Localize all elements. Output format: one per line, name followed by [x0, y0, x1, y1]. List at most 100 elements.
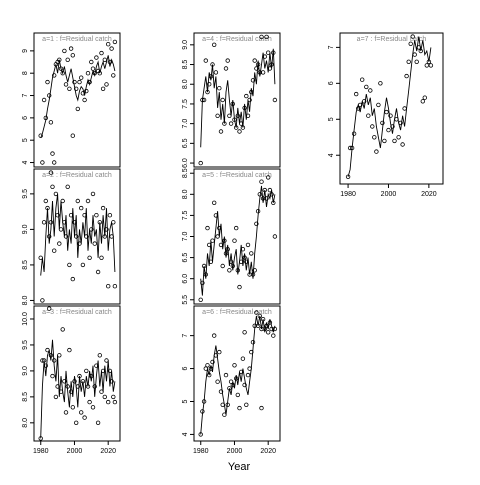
data-point [230, 263, 235, 269]
data-point [240, 246, 246, 252]
data-point [218, 129, 224, 134]
data-point [111, 73, 116, 78]
data-point [222, 121, 227, 126]
y-tick-label: 6.5 [182, 138, 189, 148]
data-point [97, 70, 102, 76]
data-point [247, 97, 252, 103]
data-point [67, 347, 72, 353]
data-point [240, 356, 246, 361]
data-point [242, 105, 247, 111]
data-point [400, 142, 405, 147]
data-point [99, 389, 104, 394]
data-point [38, 133, 43, 138]
data-point [206, 372, 212, 378]
data-point [58, 227, 64, 232]
data-point [242, 255, 247, 260]
data-point [50, 151, 55, 156]
data-point [220, 263, 225, 269]
data-point [73, 86, 79, 91]
data-point [90, 405, 96, 410]
data-point [53, 191, 59, 197]
data-point [111, 220, 116, 225]
data-point [58, 389, 64, 394]
data-point [47, 234, 52, 239]
data-point [92, 384, 97, 389]
data-point [386, 127, 391, 133]
data-point [223, 372, 229, 378]
x-tick-label: 2020 [421, 191, 437, 198]
data-point [198, 297, 203, 302]
data-point [62, 220, 67, 225]
data-point [38, 255, 43, 260]
data-point [374, 149, 379, 154]
data-point [372, 135, 377, 140]
data-point [227, 386, 232, 391]
data-point [237, 405, 242, 411]
data-point [94, 55, 99, 60]
data-point [210, 238, 215, 243]
data-point [82, 97, 87, 103]
y-tick-label: 6.0 [182, 158, 189, 168]
data-point [232, 117, 237, 122]
data-point [68, 212, 74, 218]
data-point [245, 113, 251, 118]
data-point [215, 379, 220, 384]
data-point [354, 91, 359, 97]
data-point [257, 313, 262, 319]
y-tick-label: 4 [328, 153, 335, 157]
data-point [230, 101, 235, 107]
y-tick-label: 7 [328, 45, 335, 49]
data-point [206, 242, 212, 248]
data-point [104, 227, 109, 232]
data-point [75, 198, 80, 204]
data-point [398, 120, 403, 126]
y-tick-label: 9.5 [22, 340, 29, 350]
data-point [414, 59, 419, 64]
x-axis-title: Year [228, 461, 251, 473]
data-point [208, 259, 214, 264]
y-tick-label: 9.0 [22, 224, 29, 234]
data-point [67, 262, 72, 268]
data-point [48, 353, 54, 358]
data-point [205, 89, 210, 95]
data-point [250, 272, 256, 277]
y-tick-label: 6 [328, 81, 335, 85]
data-point [225, 58, 230, 63]
data-point [206, 81, 212, 87]
data-point [262, 54, 267, 59]
data-point [245, 242, 251, 248]
data-point [60, 70, 65, 76]
data-point [252, 268, 257, 273]
data-point [218, 389, 224, 394]
x-tick-label: 2000 [67, 448, 83, 455]
data-point [70, 276, 75, 282]
y-tick-label: 7 [182, 334, 189, 338]
data-point [368, 88, 373, 93]
data-point [244, 402, 249, 407]
data-point [203, 272, 208, 277]
data-point [41, 97, 47, 103]
data-point [225, 402, 230, 407]
data-point [262, 187, 267, 193]
data-point [244, 259, 249, 264]
data-point [269, 62, 274, 67]
x-tick-label: 1980 [33, 448, 49, 455]
data-point [237, 129, 242, 134]
data-point [84, 368, 89, 374]
data-point [50, 184, 55, 189]
data-point [262, 326, 267, 332]
data-point [244, 93, 249, 99]
data-point [48, 220, 54, 225]
y-tick-label: 7.5 [182, 99, 189, 109]
data-point [272, 234, 278, 239]
data-point [95, 269, 101, 275]
data-point [107, 59, 113, 65]
data-point [235, 113, 240, 118]
data-point [75, 384, 80, 389]
fitted-line [200, 48, 276, 148]
panel-6: a=6 : f=Residual catch 4 5 6 7 1980 2000 2020 [182, 305, 281, 455]
data-point [65, 184, 70, 189]
y-tick-label: 8.0 [182, 79, 189, 89]
x-tick-label: 2020 [100, 448, 116, 455]
data-point [201, 97, 207, 103]
